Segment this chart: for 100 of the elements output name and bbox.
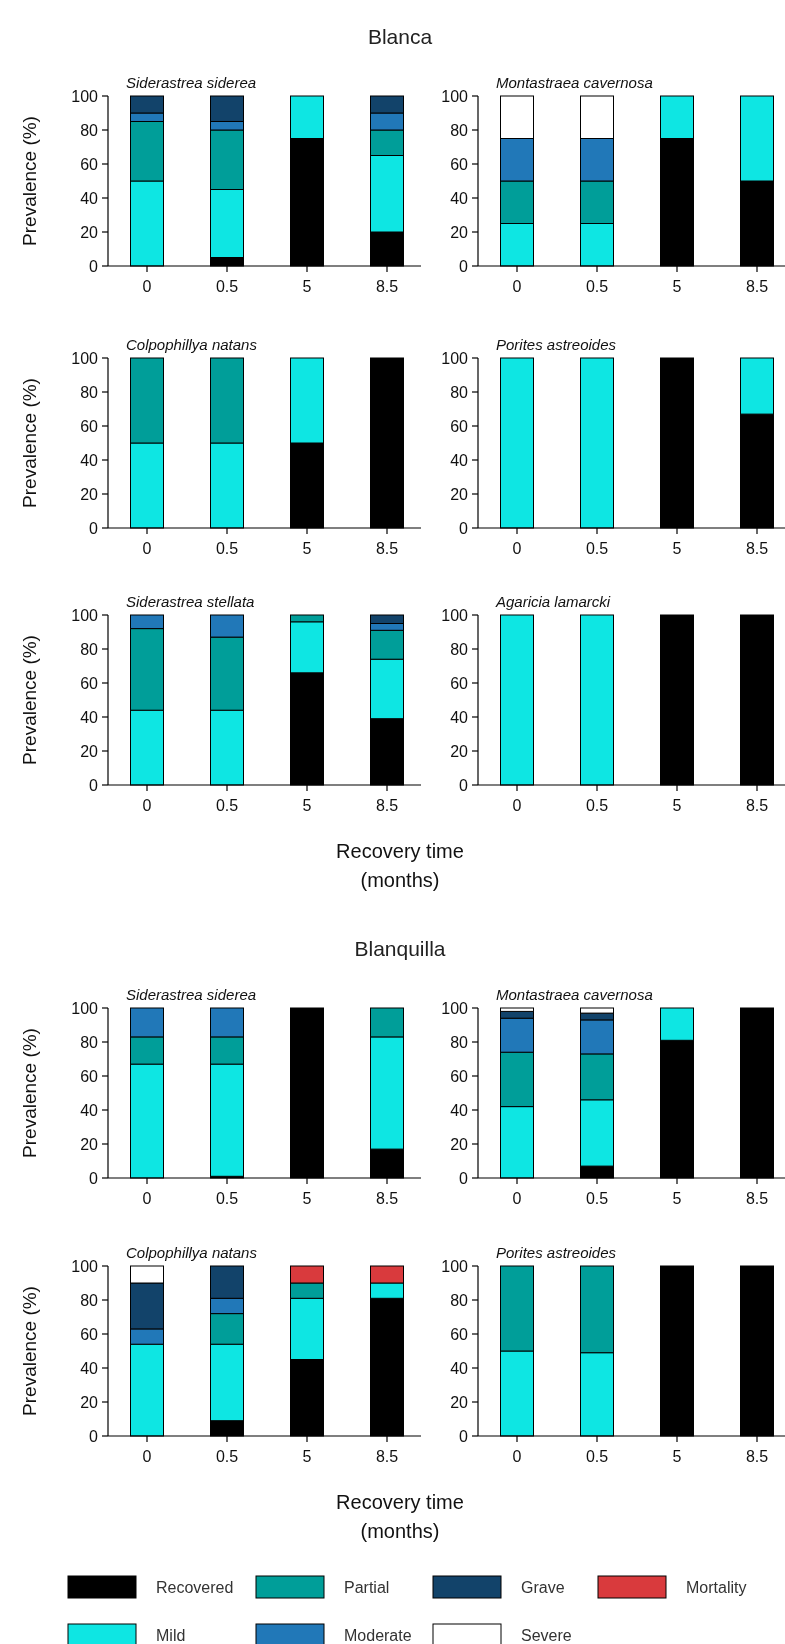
chart-title: Porites astreoides [496,1244,617,1261]
x-tick-label: 5 [672,1448,682,1465]
y-tick-label: 0 [459,1169,469,1187]
text: Blanquilla [354,937,446,960]
x-tick-label: 0.5 [585,1190,609,1207]
x-tick-label: 0 [512,1448,522,1465]
y-tick-label: 20 [450,1135,469,1153]
y-tick-label: 60 [80,1325,99,1343]
chart-title: Siderastrea siderea [126,74,257,91]
legend-label: Partial [344,1578,390,1596]
text: Blanca [367,25,433,48]
x-tick-label: 8.5 [745,1190,769,1207]
x-tick-label: 0.5 [215,797,239,814]
y-tick-label: 20 [80,742,99,760]
y-tick-label: 100 [71,1257,99,1275]
y-tick-label: 20 [450,1393,469,1411]
y-tick-label: 80 [80,1291,99,1309]
y-tick-label: 0 [459,1427,469,1445]
x-tick-label: 0.5 [215,278,239,295]
y-tick-label: 40 [450,1359,469,1377]
y-tick-label: 100 [441,999,469,1017]
y-tick-label: 0 [89,1169,99,1187]
x-tick-label: 5 [672,278,682,295]
x-tick-label: 0 [512,540,522,557]
y-tick-label: 60 [80,155,99,173]
chart-title: Agaricia lamarcki [495,593,611,610]
x-tick-label: 8.5 [375,1190,399,1207]
y-tick-label: 20 [80,1393,99,1411]
y-axis-title: Prevalence (%) [19,378,40,508]
y-tick-label: 40 [450,451,469,469]
y-tick-label: 40 [80,189,99,207]
y-tick-label: 20 [450,742,469,760]
x-tick-label: 8.5 [375,540,399,557]
y-tick-label: 60 [450,674,469,692]
y-tick-label: 100 [441,606,469,624]
y-tick-label: 40 [450,708,469,726]
x-tick-label: 0.5 [585,278,609,295]
x-tick-label: 5 [302,540,312,557]
x-tick-label: 8.5 [375,797,399,814]
y-axis-title: Prevalence (%) [19,635,40,765]
y-tick-label: 0 [459,776,469,794]
y-tick-label: 60 [80,1067,99,1085]
chart-title: Siderastrea siderea [126,986,257,1003]
y-tick-label: 40 [80,708,99,726]
x-tick-label: 0.5 [215,540,239,557]
y-tick-label: 60 [450,155,469,173]
x-tick-label: 8.5 [745,797,769,814]
y-tick-label: 20 [450,223,469,241]
x-tick-label: 0 [142,1190,152,1207]
x-tick-label: 0 [142,1448,152,1465]
x-tick-label: 0 [142,540,152,557]
y-tick-label: 80 [450,1291,469,1309]
legend-label: Mild [156,1626,186,1644]
chart-title: Montastraea cavernosa [496,986,653,1003]
y-tick-label: 40 [450,189,469,207]
y-tick-label: 80 [80,640,99,658]
x-tick-label: 0.5 [585,797,609,814]
y-tick-label: 100 [71,606,99,624]
chart-title: Siderastrea stellata [126,593,255,610]
y-tick-label: 0 [89,257,99,275]
y-tick-label: 60 [80,674,99,692]
y-tick-label: 80 [80,121,99,139]
y-tick-label: 60 [450,417,469,435]
y-tick-label: 100 [441,349,469,367]
x-tick-label: 0.5 [585,1448,609,1465]
x-tick-label: 0 [512,278,522,295]
chart-title: Colpophillya natans [126,336,258,353]
y-tick-label: 80 [80,383,99,401]
x-tick-label: 0 [512,797,522,814]
y-tick-label: 80 [450,640,469,658]
x-tick-label: 0 [142,278,152,295]
chart-title: Colpophillya natans [126,1244,258,1261]
legend-label: Severe [521,1626,572,1644]
x-tick-label: 5 [672,540,682,557]
y-tick-label: 0 [459,519,469,537]
chart-title: Porites astreoides [496,336,617,353]
y-tick-label: 0 [89,776,99,794]
x-tick-label: 5 [302,278,312,295]
legend-label: Mortality [686,1578,747,1596]
y-tick-label: 20 [450,485,469,503]
y-tick-label: 40 [80,451,99,469]
x-tick-label: 8.5 [375,1448,399,1465]
x-tick-label: 5 [672,797,682,814]
y-tick-label: 0 [89,1427,99,1445]
x-tick-label: 0 [142,797,152,814]
x-tick-label: 0 [512,1190,522,1207]
x-tick-label: 5 [672,1190,682,1207]
y-tick-label: 20 [80,485,99,503]
chart-title: Montastraea cavernosa [496,74,653,91]
y-tick-label: 100 [441,87,469,105]
y-tick-label: 80 [450,1033,469,1051]
y-tick-label: 100 [71,999,99,1017]
y-tick-label: 0 [459,257,469,275]
y-tick-label: 40 [80,1101,99,1119]
x-tick-label: 5 [302,1448,312,1465]
y-tick-label: 0 [89,519,99,537]
x-tick-label: 5 [302,1190,312,1207]
y-tick-label: 60 [80,417,99,435]
y-tick-label: 40 [450,1101,469,1119]
y-axis-title: Prevalence (%) [19,1028,40,1158]
